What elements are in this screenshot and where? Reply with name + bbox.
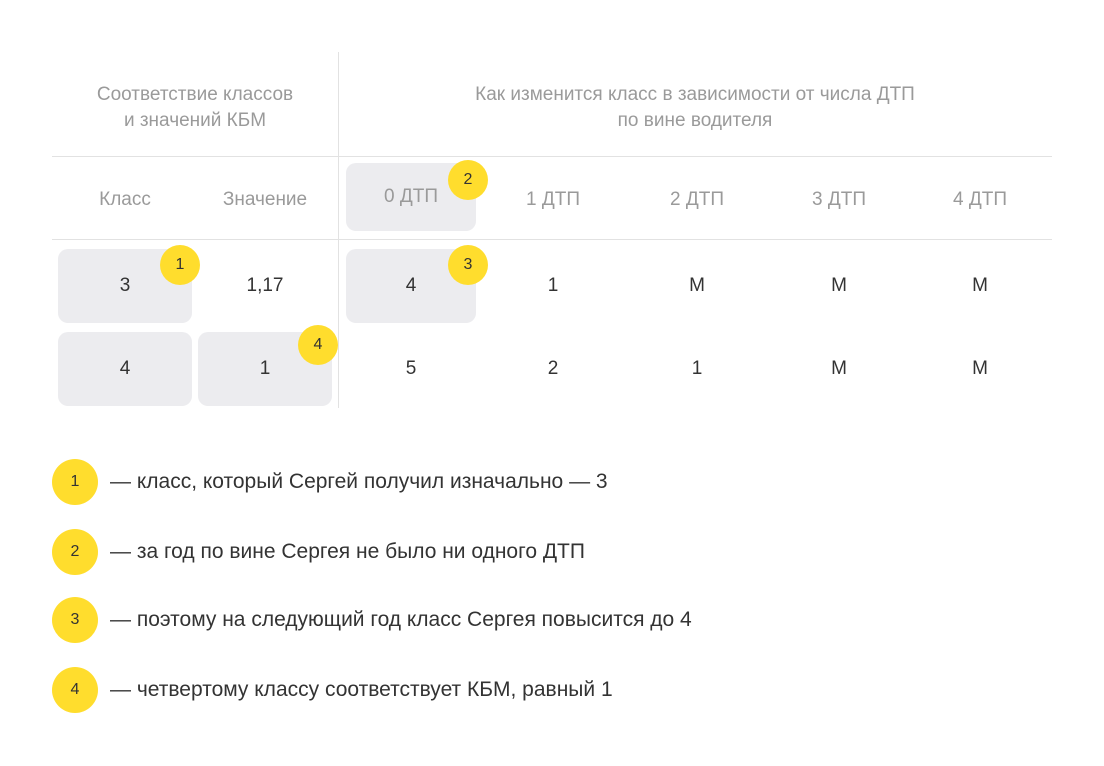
kbm-mapping-header-line-1: Соответствие классов [96,84,294,105]
row-2-dtp-3: М [831,358,847,379]
legend-badge-4: 4 [52,667,98,713]
header-divider [52,156,1052,157]
row-1-value: 1,17 [246,275,284,296]
column-header-dtp-0: 0 ДТП [346,163,476,231]
column-header-dtp-2: 2 ДТП [670,189,724,210]
column-header-value: Значение [222,189,308,210]
column-header-dtp-3: 3 ДТП [812,189,866,210]
kbm-mapping-header: Соответствие классов и значений КБМ [52,82,338,134]
row-2-dtp-2: 1 [691,358,703,379]
legend-item-1: 1 — класс, который Сергей получил изнача… [52,459,1052,505]
row-2-dtp-4: М [972,358,988,379]
legend-badge-1: 1 [52,459,98,505]
column-header-dtp-1: 1 ДТП [526,189,580,210]
callout-badge-4: 4 [298,325,338,365]
row-2-dtp-0: 5 [405,358,417,379]
class-change-header-line-2: по вине водителя [617,110,773,131]
legend-item-2: 2 — за год по вине Сергея не было ни одн… [52,529,1052,575]
row-1-dtp-3: М [831,275,847,296]
legend-text-3: — поэтому на следующий год класс Сергея … [110,608,692,631]
row-1-dtp-1: 1 [547,275,559,296]
legend-text-2: — за год по вине Сергея не было ни одног… [110,540,585,563]
column-header-class: Класс [99,189,151,210]
callout-badge-2: 2 [448,160,488,200]
legend-text-4: — четвертому классу соответствует КБМ, р… [110,678,613,701]
row-2-class: 4 [58,332,192,406]
kbm-mapping-header-line-2: и значений КБМ [123,110,267,131]
vertical-divider [338,52,339,408]
row-2-dtp-1: 2 [547,358,559,379]
callout-badge-3: 3 [448,245,488,285]
legend-item-3: 3 — поэтому на следующий год класс Серге… [52,597,1052,643]
column-header-dtp-4: 4 ДТП [953,189,1007,210]
legend-item-4: 4 — четвертому классу соответствует КБМ,… [52,667,1052,713]
legend-text-1: — класс, который Сергей получил изначаль… [110,470,608,493]
class-change-header: Как изменится класс в зависимости от чис… [339,82,1051,134]
row-1-dtp-4: М [972,275,988,296]
column-header-divider [52,239,1052,240]
row-1-class: 3 [58,249,192,323]
legend-badge-2: 2 [52,529,98,575]
class-change-header-line-1: Как изменится класс в зависимости от чис… [475,84,915,105]
row-1-dtp-2: М [689,275,705,296]
legend-badge-3: 3 [52,597,98,643]
callout-badge-1: 1 [160,245,200,285]
